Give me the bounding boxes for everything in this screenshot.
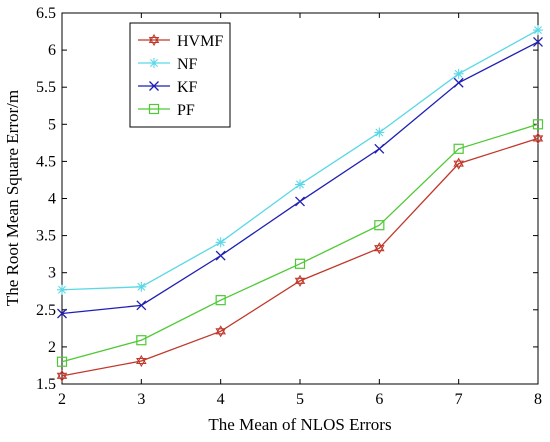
legend-label: PF [177,102,195,119]
point-nf [453,68,464,79]
series-markers [56,25,544,382]
point-pf [453,143,464,154]
legend-item-hvmf: HVMF [138,33,223,50]
point-hvmf [215,325,226,338]
point-kf [374,143,385,154]
x-tick-label: 8 [534,391,542,408]
x-axis-label: The Mean of NLOS Errors [208,415,391,434]
legend-item-nf: NF [138,56,198,73]
legend-label: HVMF [177,33,223,50]
x-tick-label: 2 [58,391,66,408]
point-nf [57,284,67,295]
x-tick-label: 3 [137,391,145,408]
point-pf [215,295,226,306]
legend-label: KF [177,79,198,96]
point-kf [453,77,464,88]
point-pf [294,258,306,269]
legend-item-kf: KF [138,79,198,96]
point-hvmf [136,354,147,368]
x-tick-label: 6 [375,391,383,408]
series-line-pf [61,123,539,363]
point-nf [374,127,385,138]
x-tick-label: 4 [217,391,225,408]
legend-marker-pf [148,103,160,115]
point-nf [533,25,543,36]
point-nf [215,237,226,248]
legend: HVMF NF KF PF [129,22,231,128]
y-tick-label: 5.5 [36,79,56,96]
y-tick-label: 2 [48,339,56,356]
point-kf [136,300,147,311]
legend-label: NF [177,56,198,73]
point-pf [56,356,68,367]
point-hvmf [374,242,385,255]
point-hvmf [56,369,68,382]
point-nf [136,281,147,292]
point-kf [533,36,543,47]
point-hvmf [453,157,464,170]
y-tick-label: 3.5 [36,228,56,245]
y-tick-label: 6.5 [36,5,56,22]
point-nf [295,179,305,190]
y-tick-label: 4 [48,191,56,208]
point-pf [374,220,385,231]
y-tick-label: 5 [48,116,56,133]
point-kf [57,308,67,319]
series-line-hvmf [61,137,539,377]
legend-marker-kf [149,81,159,91]
point-hvmf [294,274,306,287]
point-hvmf [532,132,544,145]
point-pf [136,335,147,346]
y-tick-label: 2.5 [36,302,56,319]
y-tick-label: 4.5 [36,153,56,170]
point-kf [215,250,226,261]
y-tick-label: 6 [48,42,56,59]
axis-ticks: 2 3 4 5 6 7 81.522.533.544.555.566.5 [36,5,542,408]
y-axis-label: The Root Mean Square Error/m [3,90,22,306]
legend-item-pf: PF [138,102,195,119]
x-tick-label: 7 [455,391,463,408]
legend-marker-hvmf [148,33,160,47]
x-tick-label: 5 [296,391,304,408]
y-tick-label: 1.5 [36,376,56,393]
point-kf [295,196,305,207]
point-pf [532,119,544,130]
legend-marker-nf [149,58,159,68]
y-tick-label: 3 [48,265,56,282]
